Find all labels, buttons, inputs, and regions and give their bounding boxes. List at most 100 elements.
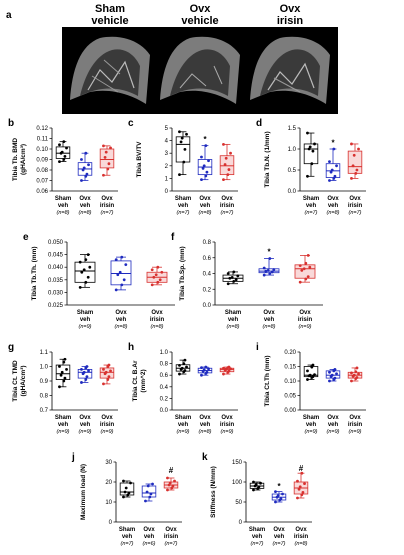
data-point xyxy=(63,357,67,361)
y-axis-label-d: Tibia Tb.N. (1/mm) xyxy=(264,131,271,187)
x-category-n-g: (n=9) xyxy=(57,429,70,435)
box-i-2 xyxy=(347,366,363,383)
y-tick-label-f: 0.4 xyxy=(203,272,212,278)
y-tick-label-c: 2 xyxy=(165,164,169,170)
data-point xyxy=(179,140,183,144)
data-point xyxy=(328,160,331,164)
y-tick-label-e: 0.040 xyxy=(48,265,64,271)
x-category-sub-b: irisin xyxy=(100,203,115,209)
y-axis-label-g-line2: (gHA/cm³) xyxy=(20,365,27,396)
data-point xyxy=(228,276,232,280)
data-point xyxy=(306,275,310,279)
x-category-name-c: Sham xyxy=(175,196,191,202)
data-point xyxy=(80,158,83,161)
data-point xyxy=(106,378,110,381)
data-point xyxy=(230,276,234,279)
data-point xyxy=(222,142,225,146)
panel-letter-i: i xyxy=(256,342,259,353)
box-c-1 xyxy=(197,144,213,182)
data-point xyxy=(178,173,181,177)
data-point xyxy=(178,372,181,376)
data-point xyxy=(335,372,338,376)
data-point xyxy=(123,490,127,494)
x-category-name-k: Sham xyxy=(249,527,265,533)
data-point xyxy=(120,255,124,259)
box-d-1 xyxy=(325,147,341,182)
data-point xyxy=(78,260,82,264)
data-point xyxy=(200,373,203,377)
y-axis-label-b-line1: Tibia Tb. BMD xyxy=(12,138,19,182)
data-point xyxy=(236,274,240,278)
x-category-n-c: (n=7) xyxy=(221,210,234,216)
data-point xyxy=(311,149,315,153)
y-tick-label-k: 0 xyxy=(239,520,243,526)
significance-marker-k: # xyxy=(299,464,304,473)
data-point xyxy=(102,382,105,386)
x-category-name-e: Ovx xyxy=(151,310,163,316)
data-point xyxy=(200,155,203,159)
x-category-n-k: (n=7) xyxy=(251,541,264,547)
data-point xyxy=(58,365,61,368)
microct-image-ovx-irisin xyxy=(242,27,338,114)
y-tick-label-g: 1.0 xyxy=(40,365,49,371)
data-point xyxy=(106,167,110,171)
x-category-n-f: (n=8) xyxy=(227,324,240,330)
x-category-sub-c: veh xyxy=(200,203,211,209)
panel-letter-c: c xyxy=(128,118,134,129)
x-category-n-i: (n=9) xyxy=(349,429,362,435)
data-point xyxy=(298,280,302,284)
y-tick-label-g: 0.7 xyxy=(40,408,49,414)
y-tick-label-h: 1.0 xyxy=(160,350,169,356)
y-tick-label-h: 0.2 xyxy=(160,396,169,402)
data-point xyxy=(357,372,360,376)
data-point xyxy=(350,379,353,383)
x-category-n-e: (n=8) xyxy=(151,324,164,330)
data-point xyxy=(274,500,277,504)
data-point xyxy=(80,270,84,274)
panel-b: b Tibia Tb. BMD (gHA/cm³) 0.06 0.07 0.08 0.09 0… xyxy=(8,118,118,216)
data-point xyxy=(262,273,266,277)
data-point xyxy=(65,368,68,371)
data-point xyxy=(223,163,227,166)
data-point xyxy=(279,497,283,501)
data-point xyxy=(355,168,359,172)
y-tick-label-c: 1 xyxy=(165,176,169,182)
panel-h: h Tibia Ct. B.Ar (mm^2) 0.0 0.2 0.4 0.6 0.8 1.0 S… xyxy=(128,342,238,435)
data-point xyxy=(298,485,302,489)
data-point xyxy=(332,147,336,151)
y-tick-label-b: 0.08 xyxy=(36,168,48,174)
data-point xyxy=(150,283,154,287)
data-point xyxy=(82,370,86,374)
data-point xyxy=(62,360,66,364)
data-point xyxy=(328,379,331,383)
group-label-sham-line1: Sham xyxy=(95,3,125,15)
data-point xyxy=(332,177,336,180)
data-point xyxy=(262,266,266,270)
x-category-name-e: Sham xyxy=(77,310,93,316)
data-point xyxy=(81,168,85,172)
data-point xyxy=(160,270,164,274)
x-category-name-b: Sham xyxy=(55,196,71,202)
data-point xyxy=(183,369,187,372)
data-point xyxy=(308,373,312,377)
x-category-n-b: (n=7) xyxy=(101,210,114,216)
data-point xyxy=(222,366,225,370)
y-tick-label-d: 0.5 xyxy=(288,168,297,174)
y-tick-label-b: 0.11 xyxy=(37,137,49,143)
data-point xyxy=(306,131,309,135)
group-label-ovx-irisin-line2: irisin xyxy=(277,15,304,27)
data-point xyxy=(252,480,255,484)
data-point xyxy=(104,150,108,154)
box-g-1 xyxy=(77,365,93,384)
data-point xyxy=(330,373,334,377)
y-tick-label-k: 100 xyxy=(232,480,243,486)
data-point xyxy=(59,373,63,377)
data-point xyxy=(60,370,64,374)
data-point xyxy=(173,479,176,483)
y-tick-label-b: 0.10 xyxy=(36,147,48,153)
data-point xyxy=(58,160,61,164)
data-point xyxy=(300,493,304,497)
box-e-2 xyxy=(146,265,168,287)
x-category-name-d: Ovx xyxy=(327,196,339,202)
